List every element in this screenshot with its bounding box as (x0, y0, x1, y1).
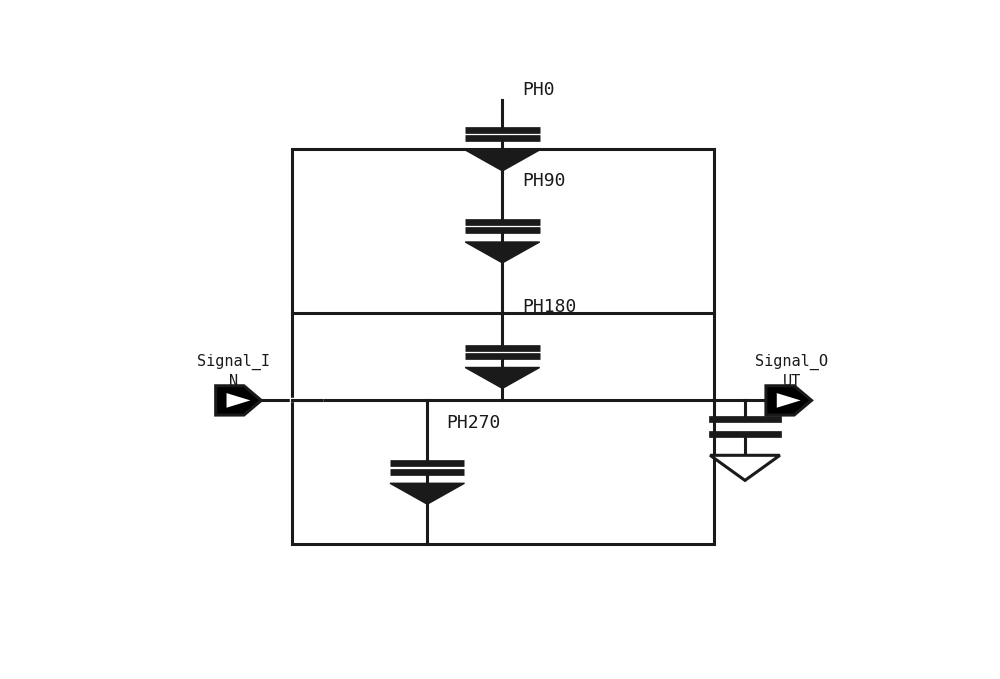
Polygon shape (227, 393, 250, 407)
Polygon shape (710, 456, 780, 481)
Bar (292, 149, 714, 544)
Text: Signal_O
UT: Signal_O UT (755, 354, 828, 389)
Polygon shape (216, 386, 261, 415)
Polygon shape (465, 242, 540, 263)
Text: Signal_I
N: Signal_I N (197, 354, 270, 389)
Text: PH0: PH0 (522, 81, 554, 98)
Text: PH180: PH180 (522, 298, 576, 316)
Polygon shape (465, 367, 540, 388)
Text: PH90: PH90 (522, 172, 565, 190)
Polygon shape (766, 386, 811, 415)
Polygon shape (390, 483, 464, 504)
Polygon shape (465, 150, 540, 171)
Polygon shape (777, 393, 801, 407)
Text: PH270: PH270 (447, 414, 501, 432)
